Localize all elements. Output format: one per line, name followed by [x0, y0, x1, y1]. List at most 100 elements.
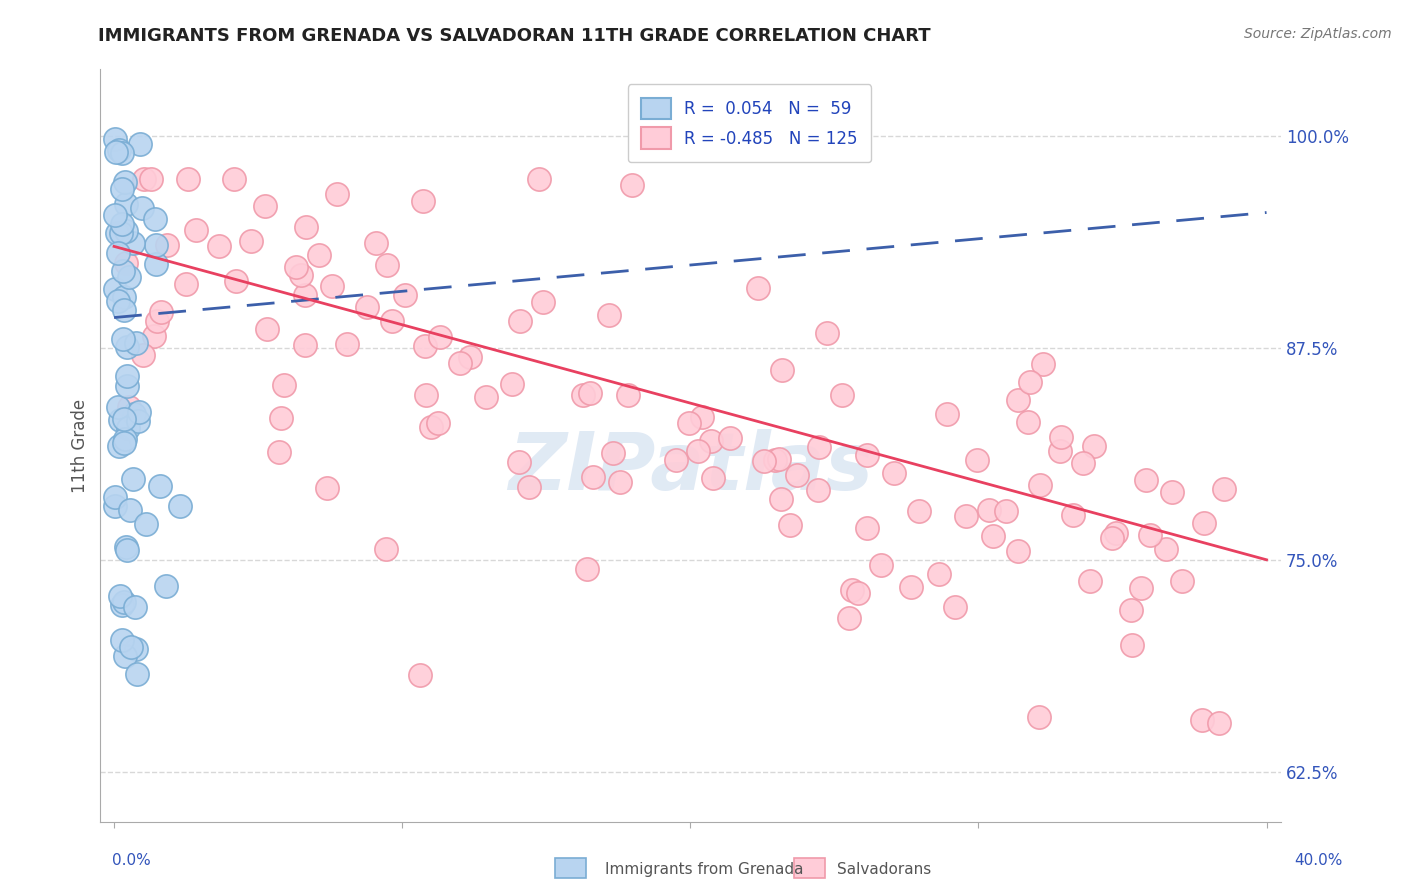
Point: [108, 412, 131, 426]
Point: [225, 274, 247, 288]
Point: [831, 388, 853, 402]
Point: [174, 277, 197, 291]
Point: [1017, 415, 1039, 429]
Point: [381, 314, 404, 328]
Text: Immigrants from Grenada: Immigrants from Grenada: [605, 863, 803, 877]
Point: [1212, 482, 1234, 496]
Point: [114, 648, 136, 663]
Point: [112, 290, 135, 304]
Point: [128, 405, 150, 419]
Point: [1028, 710, 1050, 724]
Point: [104, 282, 127, 296]
Point: [117, 421, 139, 435]
Point: [107, 294, 129, 309]
Point: [240, 234, 263, 248]
Point: [770, 492, 793, 507]
Point: [841, 582, 863, 597]
Point: [702, 471, 724, 485]
Point: [501, 376, 523, 391]
Point: [1032, 357, 1054, 371]
Point: [132, 348, 155, 362]
Point: [253, 199, 276, 213]
Point: [981, 529, 1004, 543]
Point: [114, 175, 136, 189]
Point: [284, 260, 307, 274]
Text: 0.0%: 0.0%: [112, 854, 152, 868]
Point: [145, 257, 167, 271]
Point: [295, 219, 318, 234]
Point: [598, 308, 620, 322]
Point: [1078, 574, 1101, 589]
Point: [139, 171, 162, 186]
Point: [104, 132, 127, 146]
Point: [412, 194, 434, 208]
Point: [517, 480, 540, 494]
Point: [945, 599, 967, 614]
Point: [120, 640, 142, 655]
Point: [690, 410, 713, 425]
Point: [1049, 443, 1071, 458]
Point: [122, 408, 145, 422]
Legend: R =  0.054   N =  59, R = -0.485   N = 125: R = 0.054 N = 59, R = -0.485 N = 125: [627, 85, 872, 162]
Point: [270, 411, 292, 425]
Point: [429, 330, 451, 344]
Point: [222, 171, 245, 186]
Point: [132, 171, 155, 186]
Point: [1062, 508, 1084, 522]
Point: [394, 288, 416, 302]
Point: [294, 287, 316, 301]
Point: [966, 453, 988, 467]
Point: [686, 444, 709, 458]
Point: [936, 407, 959, 421]
Point: [208, 238, 231, 252]
Point: [869, 558, 891, 572]
Point: [617, 387, 640, 401]
Point: [366, 235, 388, 250]
Point: [143, 212, 166, 227]
Point: [1007, 392, 1029, 407]
Point: [579, 386, 602, 401]
Point: [700, 434, 723, 449]
Point: [115, 368, 138, 383]
Point: [1101, 532, 1123, 546]
Point: [108, 143, 131, 157]
Point: [145, 238, 167, 252]
Point: [111, 182, 134, 196]
Point: [786, 468, 808, 483]
Point: [150, 305, 173, 319]
Point: [768, 451, 790, 466]
Point: [1191, 713, 1213, 727]
Point: [114, 224, 136, 238]
Text: Salvadorans: Salvadorans: [837, 863, 931, 877]
Point: [1154, 541, 1177, 556]
Point: [815, 326, 838, 340]
Point: [856, 521, 879, 535]
Point: [294, 338, 316, 352]
Text: Source: ZipAtlas.com: Source: ZipAtlas.com: [1244, 27, 1392, 41]
Point: [104, 499, 127, 513]
Point: [1007, 544, 1029, 558]
Point: [665, 453, 688, 467]
Point: [321, 279, 343, 293]
Point: [131, 201, 153, 215]
Point: [177, 171, 200, 186]
Point: [1121, 638, 1143, 652]
Point: [110, 632, 132, 647]
Point: [508, 455, 530, 469]
Point: [290, 268, 312, 282]
Point: [115, 197, 138, 211]
Point: [582, 469, 605, 483]
Point: [718, 431, 741, 445]
Point: [117, 340, 139, 354]
Point: [426, 417, 449, 431]
Point: [900, 580, 922, 594]
Point: [955, 508, 977, 523]
Point: [273, 378, 295, 392]
Point: [104, 490, 127, 504]
Point: [770, 362, 793, 376]
Point: [1208, 715, 1230, 730]
Point: [838, 611, 860, 625]
Point: [186, 223, 208, 237]
Point: [754, 453, 776, 467]
Point: [111, 217, 134, 231]
